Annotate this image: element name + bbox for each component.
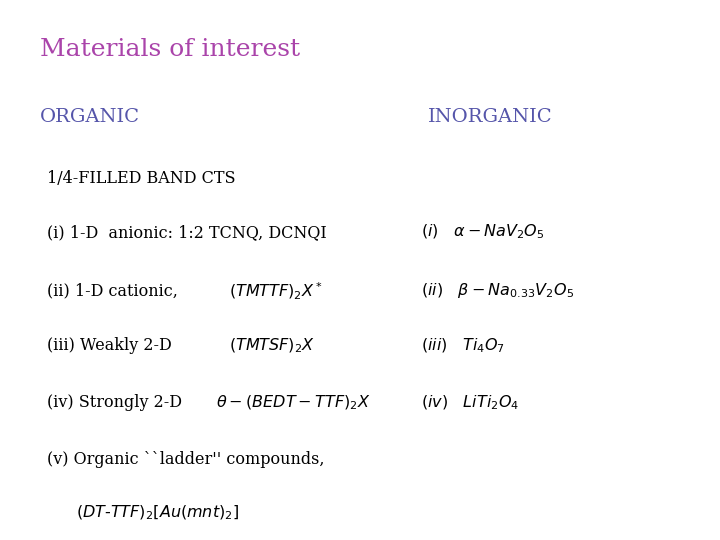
Text: (ii) 1-D cationic,: (ii) 1-D cationic, bbox=[47, 282, 178, 299]
Text: ORGANIC: ORGANIC bbox=[40, 108, 140, 126]
Text: $(i)\quad \alpha - NaV_2O_5$: $(i)\quad \alpha - NaV_2O_5$ bbox=[421, 223, 545, 241]
Text: INORGANIC: INORGANIC bbox=[428, 108, 553, 126]
Text: (v) Organic ``ladder'' compounds,: (v) Organic ``ladder'' compounds, bbox=[47, 451, 324, 468]
Text: $(TMTSF)_2X$: $(TMTSF)_2X$ bbox=[229, 336, 315, 355]
Text: (iii) Weakly 2-D: (iii) Weakly 2-D bbox=[47, 338, 171, 354]
Text: $(iii)\quad Ti_4O_7$: $(iii)\quad Ti_4O_7$ bbox=[421, 336, 505, 355]
Text: $(iv)\quad LiTi_2O_4$: $(iv)\quad LiTi_2O_4$ bbox=[421, 393, 519, 411]
Text: $\theta - (BEDT-TTF)_2X$: $\theta - (BEDT-TTF)_2X$ bbox=[216, 393, 371, 411]
Text: 1/4-FILLED BAND CTS: 1/4-FILLED BAND CTS bbox=[47, 170, 235, 187]
Text: $(DT\text{-}TTF)_2[Au(mnt)_2]$: $(DT\text{-}TTF)_2[Au(mnt)_2]$ bbox=[76, 503, 239, 522]
Text: (i) 1-D  anionic: 1:2 TCNQ, DCNQI: (i) 1-D anionic: 1:2 TCNQ, DCNQI bbox=[47, 224, 327, 241]
Text: $(TMTTF)_2X^*$: $(TMTTF)_2X^*$ bbox=[229, 281, 323, 302]
Text: $(ii)\quad \beta - Na_{0.33}V_2O_5$: $(ii)\quad \beta - Na_{0.33}V_2O_5$ bbox=[421, 281, 575, 300]
Text: Materials of interest: Materials of interest bbox=[40, 38, 300, 61]
Text: (iv) Strongly 2-D: (iv) Strongly 2-D bbox=[47, 394, 181, 411]
